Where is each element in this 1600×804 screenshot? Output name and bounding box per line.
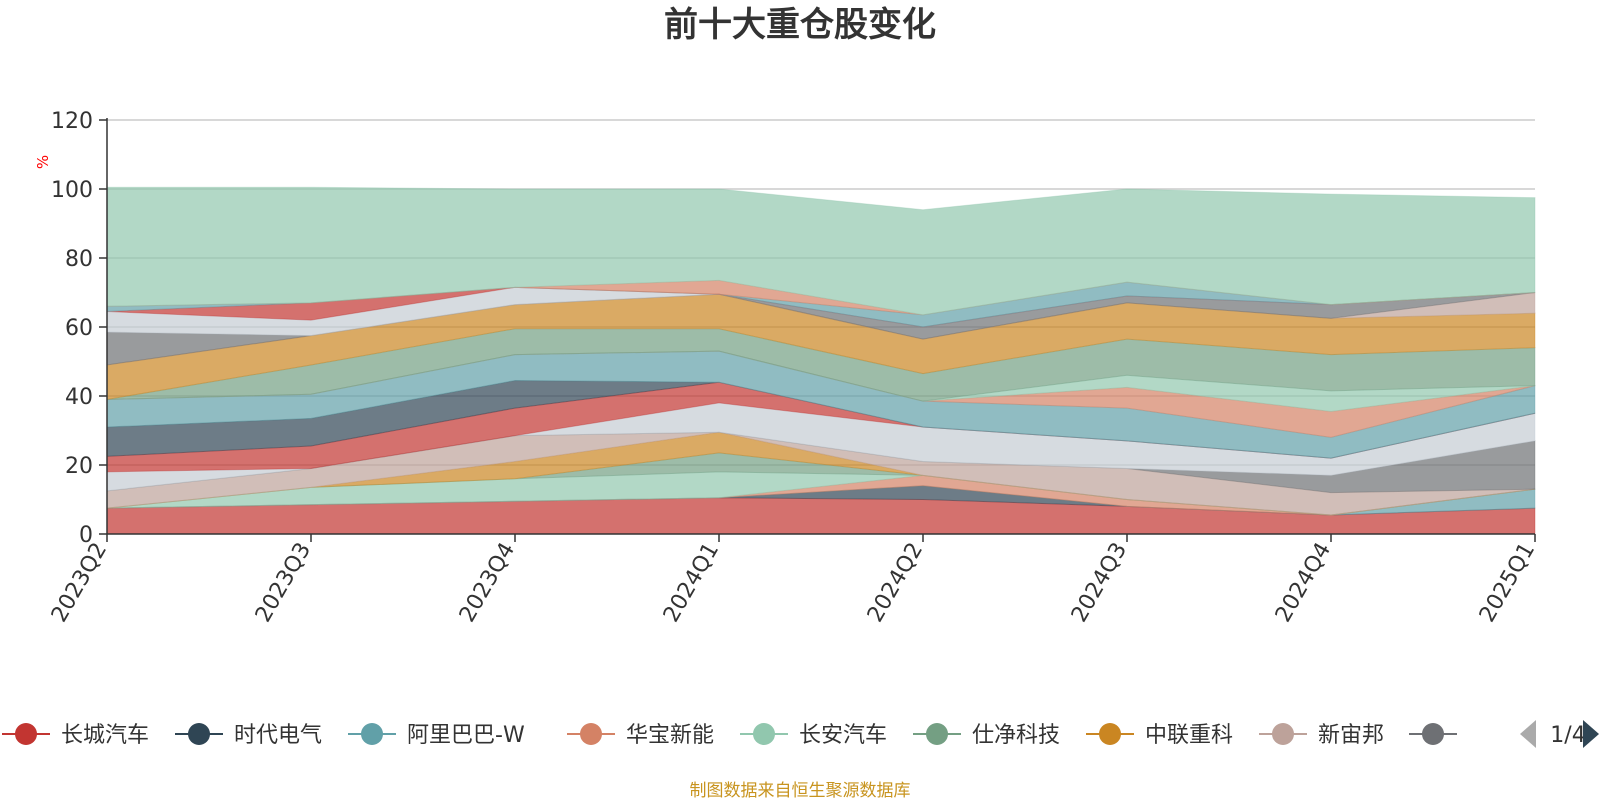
legend-marker — [361, 723, 383, 745]
legend-marker — [15, 723, 37, 745]
x-tick-label: 2024Q4 — [1271, 539, 1336, 627]
legend-label: 仕净科技 — [972, 723, 1060, 748]
legend: 长城汽车 时代电气 阿里巴巴-W 华宝新能 长安汽车 仕净科技 中联重科 新宙邦 — [2, 723, 1457, 748]
y-tick-label: 20 — [65, 454, 93, 479]
legend-item[interactable]: 中联重科 — [1086, 723, 1233, 748]
legend-marker — [188, 723, 210, 745]
series-area — [106, 431, 1536, 516]
data-source-note: 制图数据来自恒生聚源数据库 — [690, 781, 911, 800]
series-area — [106, 431, 1536, 494]
legend-marker — [580, 723, 602, 745]
y-tick-label: 40 — [65, 385, 93, 410]
legend-marker — [1422, 723, 1444, 745]
legend-marker — [926, 723, 948, 745]
x-tick-label: 2024Q2 — [863, 539, 928, 627]
legend-marker — [753, 723, 775, 745]
legend-item[interactable]: 长安汽车 — [740, 723, 887, 748]
y-tick-label: 80 — [65, 247, 93, 272]
legend-item[interactable]: 长城汽车 — [2, 723, 149, 748]
legend-label: 新宙邦 — [1318, 723, 1384, 748]
series-area — [106, 186, 1536, 316]
legend-page-indicator: 1/4 — [1550, 723, 1585, 748]
x-tick-label: 2023Q3 — [251, 539, 316, 627]
legend-marker — [1272, 723, 1294, 745]
legend-label: 中联重科 — [1145, 723, 1233, 748]
x-tick-label: 2023Q2 — [47, 539, 112, 627]
legend-label: 阿里巴巴-W — [407, 723, 525, 748]
legend-label: 时代电气 — [234, 723, 322, 748]
triangle-left-icon[interactable] — [1520, 720, 1536, 748]
legend-item[interactable] — [1409, 723, 1457, 745]
legend-item[interactable]: 时代电气 — [175, 723, 322, 748]
legend-label: 华宝新能 — [626, 723, 714, 748]
y-axis-unit-label: % — [34, 155, 52, 169]
legend-item[interactable]: 阿里巴巴-W — [348, 723, 525, 748]
y-tick-label: 60 — [65, 316, 93, 341]
x-tick-label: 2024Q1 — [659, 539, 724, 627]
chart-title: 前十大重仓股变化 — [664, 5, 936, 45]
legend-label: 长安汽车 — [799, 723, 887, 748]
y-tick-label: 100 — [51, 178, 93, 203]
legend-label: 长城汽车 — [61, 723, 149, 748]
legend-item[interactable]: 仕净科技 — [913, 723, 1060, 748]
x-tick-label: 2023Q4 — [455, 539, 520, 627]
legend-item[interactable]: 华宝新能 — [567, 723, 714, 748]
triangle-right-icon[interactable] — [1583, 720, 1599, 748]
legend-item[interactable]: 新宙邦 — [1259, 723, 1384, 748]
y-tick-label: 120 — [51, 109, 93, 134]
legend-pager: 1/4 — [1520, 720, 1599, 748]
series-area — [106, 402, 1536, 492]
x-tick-label: 2024Q3 — [1067, 539, 1132, 627]
y-tick-label: 0 — [79, 523, 93, 548]
x-tick-label: 2025Q1 — [1475, 539, 1540, 627]
legend-marker — [1099, 723, 1121, 745]
area-layer — [106, 186, 1536, 535]
